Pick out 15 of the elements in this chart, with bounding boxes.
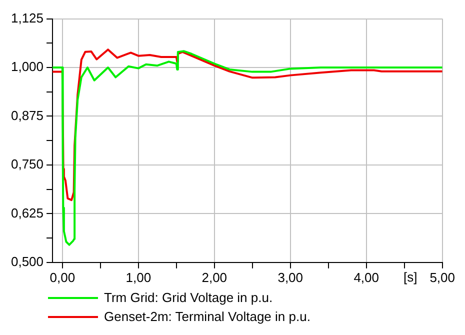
y-tick-label: 0,750 (10, 156, 44, 172)
x-axis-title: [s] (403, 269, 418, 284)
x-tick-label: 0,00 (50, 270, 76, 285)
y-tick-label: 1,000 (10, 59, 44, 74)
legend-label: Trm Grid: Grid Voltage in p.u. (104, 289, 273, 307)
y-tick-label: 0,500 (10, 254, 44, 269)
y-tick-label: 0,625 (10, 205, 44, 220)
x-tick-label: 3,00 (278, 270, 304, 285)
y-tick-label: 0,875 (10, 108, 44, 123)
y-tick-label: 1,125 (10, 10, 44, 26)
x-tick-label: 2,00 (202, 270, 228, 285)
x-tick-label: 4,00 (354, 270, 380, 285)
x-tick-label: 5,00 (430, 270, 456, 285)
legend-label: Genset-2m: Terminal Voltage in p.u. (104, 308, 310, 326)
x-tick-label: 1,00 (126, 270, 152, 285)
